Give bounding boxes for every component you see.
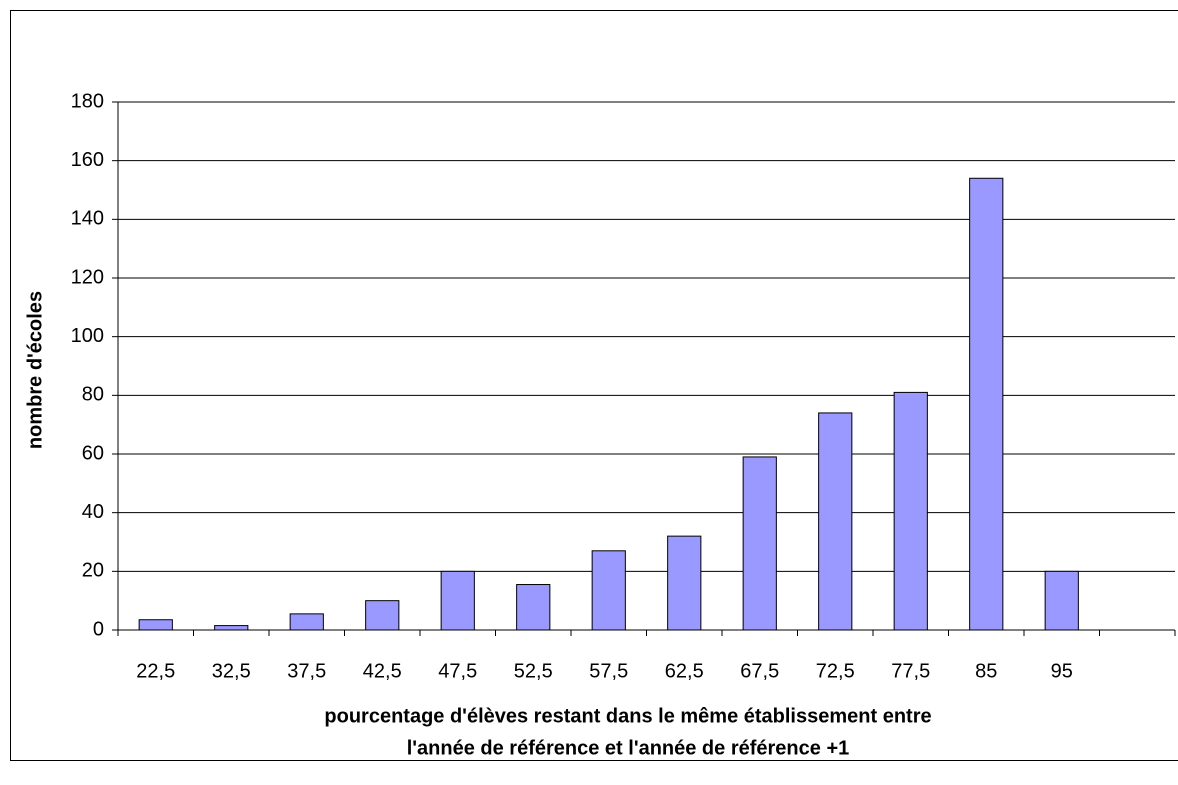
x-tick-label: 57,5 [589,660,628,682]
x-tick-label: 37,5 [287,660,326,682]
x-tick-label: 32,5 [212,660,251,682]
bar [893,391,928,631]
x-tick-label: 62,5 [665,660,704,682]
y-tick-label: 140 [71,208,104,230]
bar [516,584,551,631]
bar [1044,570,1079,631]
bar [138,619,173,631]
y-tick-label: 20 [82,560,104,582]
bar [289,613,324,631]
bar [969,177,1004,631]
y-tick-label: 120 [71,266,104,288]
x-axis-title: pourcentage d'élèves restant dans le mêm… [324,705,931,727]
bar [742,456,777,631]
bar [667,535,702,631]
bar [214,625,249,631]
bar [440,570,475,631]
x-axis-title: l'année de référence et l'année de référ… [407,737,850,759]
x-tick-label: 95 [1051,660,1073,682]
y-tick-label: 0 [93,618,104,640]
x-tick-label: 42,5 [363,660,402,682]
y-tick-label: 80 [82,384,104,406]
bar [818,412,853,631]
x-tick-label: 67,5 [740,660,779,682]
y-tick-label: 160 [71,149,104,171]
x-tick-label: 72,5 [816,660,855,682]
y-tick-label: 180 [71,90,104,112]
y-tick-label: 40 [82,501,104,523]
x-tick-label: 47,5 [438,660,477,682]
bar [365,600,400,631]
x-tick-label: 22,5 [136,660,175,682]
bar [591,550,626,631]
y-axis-title: nombre d'écoles [24,291,46,449]
y-tick-label: 100 [71,325,104,347]
x-tick-label: 77,5 [891,660,930,682]
y-tick-label: 60 [82,442,104,464]
x-tick-label: 52,5 [514,660,553,682]
x-tick-label: 85 [975,660,997,682]
